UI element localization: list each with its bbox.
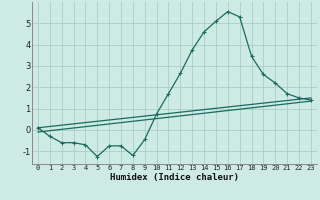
X-axis label: Humidex (Indice chaleur): Humidex (Indice chaleur) [110,173,239,182]
